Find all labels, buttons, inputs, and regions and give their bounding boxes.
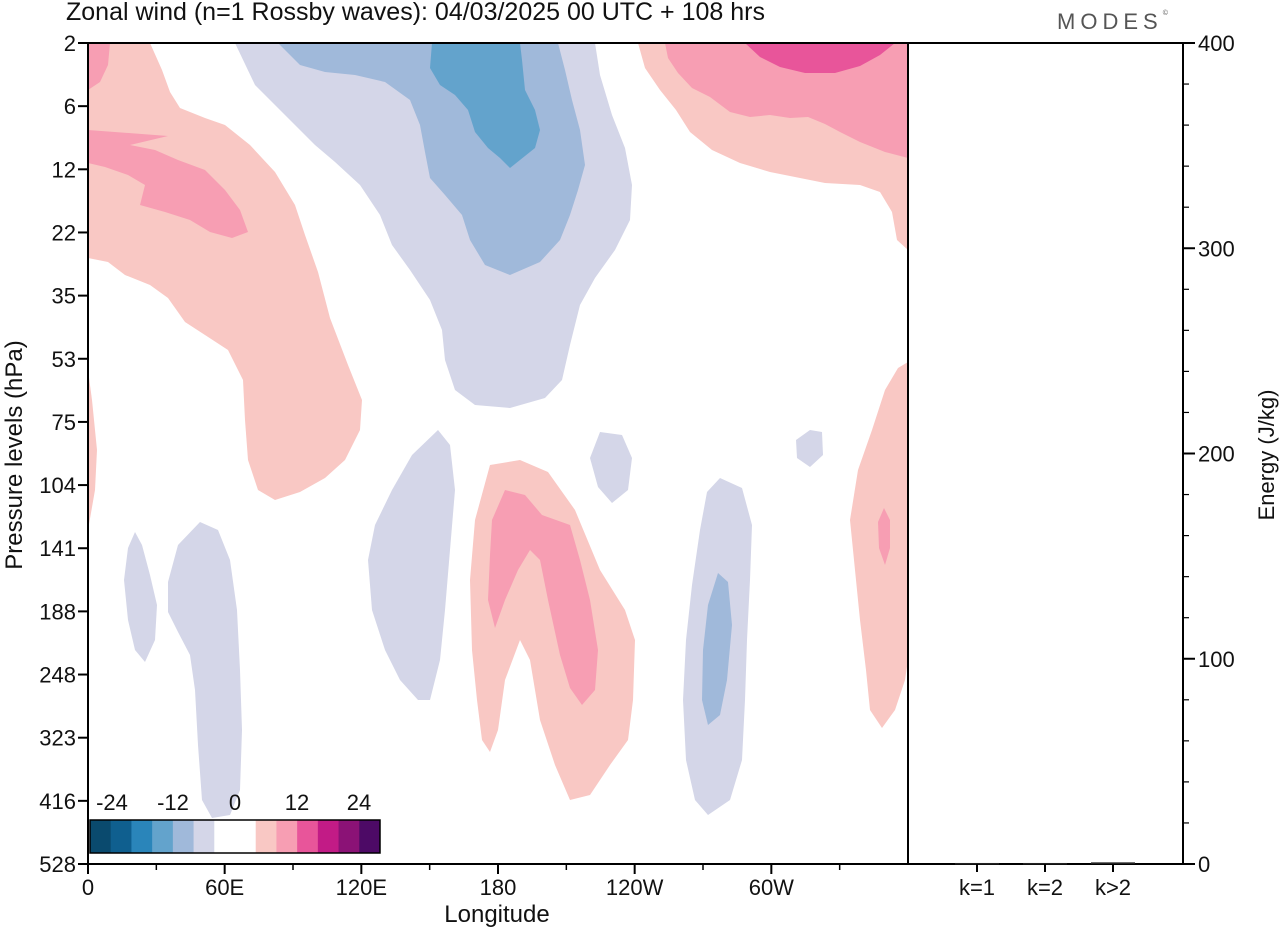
- colorbar-swatch: [131, 820, 153, 853]
- brand-logo: MODES©: [1057, 9, 1168, 35]
- y-tick-label: 188: [39, 599, 76, 624]
- brand-name: MODES: [1057, 9, 1163, 34]
- energy-category-label: k>2: [1095, 875, 1131, 900]
- energy-bar: [1023, 862, 1067, 865]
- colorbar-swatch: [359, 820, 381, 853]
- energy-panel-frame: [907, 42, 1184, 865]
- y-tick-label: 53: [52, 347, 76, 372]
- colorbar-swatch: [255, 820, 277, 853]
- energy-category-label: k=2: [1027, 875, 1063, 900]
- contour-pos-left-edge: [88, 370, 97, 530]
- y-tick-label: 248: [39, 663, 76, 688]
- energy-category-label: k=1: [959, 875, 995, 900]
- x-axis: 0 60E 120E 180 120W 60W: [82, 864, 841, 900]
- contour-pos-top-left-corner: [88, 43, 110, 90]
- colorbar-tick-label: 24: [347, 790, 371, 815]
- contour-neg-lower-left-a: [124, 532, 157, 662]
- contour-pos-lower-mid-inner: [488, 490, 598, 705]
- x-tick-label: 0: [82, 875, 94, 900]
- energy-tick-label: 0: [1198, 852, 1210, 877]
- y-tick-label: 6: [64, 94, 76, 119]
- colorbar-tick-label: -24: [96, 790, 128, 815]
- y-axis: 2 6 12 22 35 53 75 104 141 188 248 323 416 528: [39, 31, 88, 877]
- y-tick-label: 75: [52, 410, 76, 435]
- x-axis-label: Longitude: [444, 901, 549, 928]
- y-tick-label: 22: [52, 220, 76, 245]
- x-tick-label: 60W: [749, 875, 794, 900]
- energy-axis-label: Energy (J/kg): [1254, 390, 1279, 521]
- x-tick-label: 120W: [606, 875, 664, 900]
- colorbar-swatch: [317, 820, 340, 853]
- contour-pos-upper-right-core: [745, 43, 895, 73]
- contour-pos-lower-right-core: [878, 508, 890, 565]
- colorbar-swatch: [152, 820, 174, 853]
- x-tick-label: 60E: [205, 875, 244, 900]
- contour-neg-upper-core: [430, 43, 540, 168]
- y-tick-label: 35: [52, 284, 76, 309]
- energy-bars: k=1 k=2 k>2: [955, 862, 1135, 900]
- colorbar-swatch: [338, 820, 360, 853]
- contour-neg-lower-mid-b: [590, 432, 632, 503]
- colorbar-frame: [89, 819, 381, 854]
- contour-neg-lower-right-inner: [702, 573, 732, 725]
- colorbar-swatch: [90, 820, 112, 853]
- y-axis-label: Pressure levels (hPa): [1, 340, 28, 569]
- colorbar-swatch: [214, 820, 236, 853]
- y-tick-label: 416: [39, 789, 76, 814]
- energy-tick-label: 100: [1198, 647, 1235, 672]
- colorbar-swatch: [193, 820, 215, 853]
- colorbar-swatch: [235, 820, 257, 853]
- y-tick-label: 104: [39, 473, 76, 498]
- y-tick-label: 2: [64, 31, 76, 56]
- x-tick-label: 180: [480, 875, 517, 900]
- y-tick-label: 323: [39, 726, 76, 751]
- chart-title: Zonal wind (n=1 Rossby waves): 04/03/202…: [66, 0, 765, 26]
- energy-bar: [1091, 862, 1135, 864]
- colorbar-tick-label: -12: [157, 790, 189, 815]
- y-tick-label: 141: [39, 536, 76, 561]
- energy-tick-label: 400: [1198, 31, 1235, 56]
- energy-tick-label: 300: [1198, 236, 1235, 261]
- colorbar-swatch: [172, 820, 195, 853]
- colorbar-tick-label: 0: [229, 790, 241, 815]
- colorbar-swatch: [276, 820, 298, 853]
- contour-neg-lower-left-b: [168, 522, 242, 818]
- brand-mark: ©: [1162, 10, 1168, 17]
- contour-field: [88, 43, 908, 818]
- colorbar-swatch: [297, 820, 319, 853]
- energy-bar: [955, 862, 999, 865]
- x-tick-label: 120E: [336, 875, 387, 900]
- colorbar-swatch: [110, 820, 132, 853]
- colorbar: -24 -12 0 12 24: [89, 790, 381, 854]
- y-tick-label: 528: [39, 852, 76, 877]
- colorbar-tick-label: 12: [285, 790, 309, 815]
- contour-neg-lower-mid-a: [368, 430, 455, 700]
- contour-pos-upper-right-inner: [665, 43, 908, 158]
- contour-neg-lower-mid-c: [796, 430, 823, 467]
- contour-pos-lower-mid-outer: [470, 460, 635, 800]
- y-tick-label: 12: [52, 157, 76, 182]
- contour-pos-upper-left-inner: [88, 130, 248, 238]
- energy-axis: 0 100 200 300 400: [1183, 31, 1235, 877]
- energy-tick-label: 200: [1198, 442, 1235, 467]
